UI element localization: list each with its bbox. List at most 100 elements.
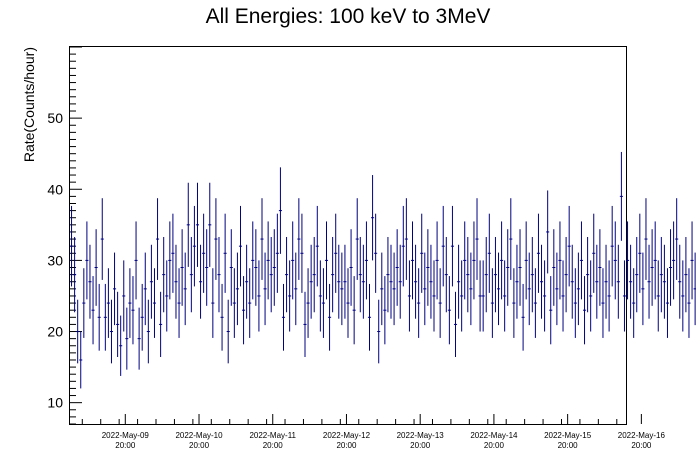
data-point [450, 205, 454, 287]
data-point [515, 244, 519, 319]
data-point [343, 244, 347, 319]
data-point [248, 268, 252, 338]
data-point [453, 291, 458, 358]
data-point [466, 236, 470, 313]
data-point [426, 229, 430, 306]
data-point [211, 268, 215, 338]
data-point [616, 244, 620, 319]
data-point [257, 260, 261, 332]
data-point [524, 221, 528, 300]
data-point [632, 268, 636, 338]
data-point [601, 268, 605, 338]
data-point [340, 252, 344, 326]
data-point [70, 205, 74, 287]
data-point [134, 221, 138, 300]
data-point [478, 260, 482, 332]
data-point [564, 236, 568, 313]
data-point [186, 182, 190, 267]
data-point [162, 236, 166, 313]
data-point [567, 205, 571, 287]
data-point [149, 244, 153, 319]
data-point [463, 221, 467, 300]
data-point [386, 236, 390, 313]
data-point [506, 229, 510, 306]
data-point [195, 182, 200, 267]
data-point [662, 244, 666, 319]
data-point [558, 221, 562, 300]
data-point [143, 252, 147, 326]
data-point [318, 260, 322, 332]
data-point [97, 283, 101, 351]
data-point [315, 205, 319, 287]
data-point [367, 283, 372, 351]
data-point [321, 268, 325, 338]
data-point [192, 205, 196, 287]
data-point [414, 244, 418, 319]
data-point [146, 299, 150, 364]
data-point [337, 244, 341, 319]
data-point [266, 221, 270, 300]
data-point [690, 221, 694, 300]
data-point [202, 213, 206, 293]
data-point [417, 268, 421, 338]
data-point [472, 221, 476, 300]
data-point [432, 260, 436, 332]
data-point [622, 260, 626, 332]
y-tick-label: 20 [47, 324, 63, 340]
data-point [669, 229, 673, 306]
data-point [429, 244, 433, 319]
data-point [245, 244, 249, 319]
data-point [656, 260, 660, 332]
x-tick-time-label: 20:00 [336, 441, 357, 450]
data-point [570, 244, 574, 319]
data-point [189, 236, 193, 313]
data-point [475, 198, 479, 280]
data-point [509, 198, 513, 280]
data-point [518, 229, 522, 306]
data-point [374, 213, 378, 293]
x-tick-date-label: 2022-May-16 [618, 431, 666, 440]
data-point [199, 244, 203, 319]
data-point [91, 276, 95, 345]
data-point [358, 236, 362, 313]
data-point [281, 283, 286, 351]
data-point [383, 276, 387, 345]
data-point [312, 236, 316, 313]
data-point [272, 229, 276, 306]
x-tick-time-label: 20:00 [484, 441, 505, 450]
data-point [659, 236, 663, 313]
data-point [684, 236, 688, 313]
data-point [457, 244, 461, 319]
data-point [82, 268, 86, 338]
data-point [324, 221, 329, 300]
data-point [573, 268, 577, 338]
data-point [109, 299, 114, 364]
y-tick-label: 10 [47, 395, 63, 411]
data-point [223, 213, 227, 293]
data-point [650, 229, 654, 306]
data-point [214, 198, 218, 280]
x-tick-time-label: 20:00 [115, 441, 136, 450]
data-point [398, 244, 402, 319]
x-tick-time-label: 20:00 [263, 441, 284, 450]
data-point [288, 260, 292, 332]
data-point [355, 198, 359, 280]
data-point [644, 198, 648, 280]
data-point [278, 167, 282, 254]
x-tick-date-label: 2022-May-13 [397, 431, 445, 440]
data-point [152, 268, 157, 338]
data-point [131, 276, 135, 345]
x-tick-date-label: 2022-May-14 [470, 431, 518, 440]
data-point [493, 236, 497, 313]
data-point [447, 276, 451, 345]
data-point [297, 198, 301, 280]
data-point [401, 205, 405, 287]
data-point [496, 252, 501, 326]
data-point [549, 276, 553, 345]
data-point [300, 213, 304, 293]
data-point [226, 299, 230, 364]
data-point [681, 260, 685, 332]
data-point [100, 198, 104, 280]
data-point [687, 268, 691, 338]
data-point [116, 291, 120, 358]
